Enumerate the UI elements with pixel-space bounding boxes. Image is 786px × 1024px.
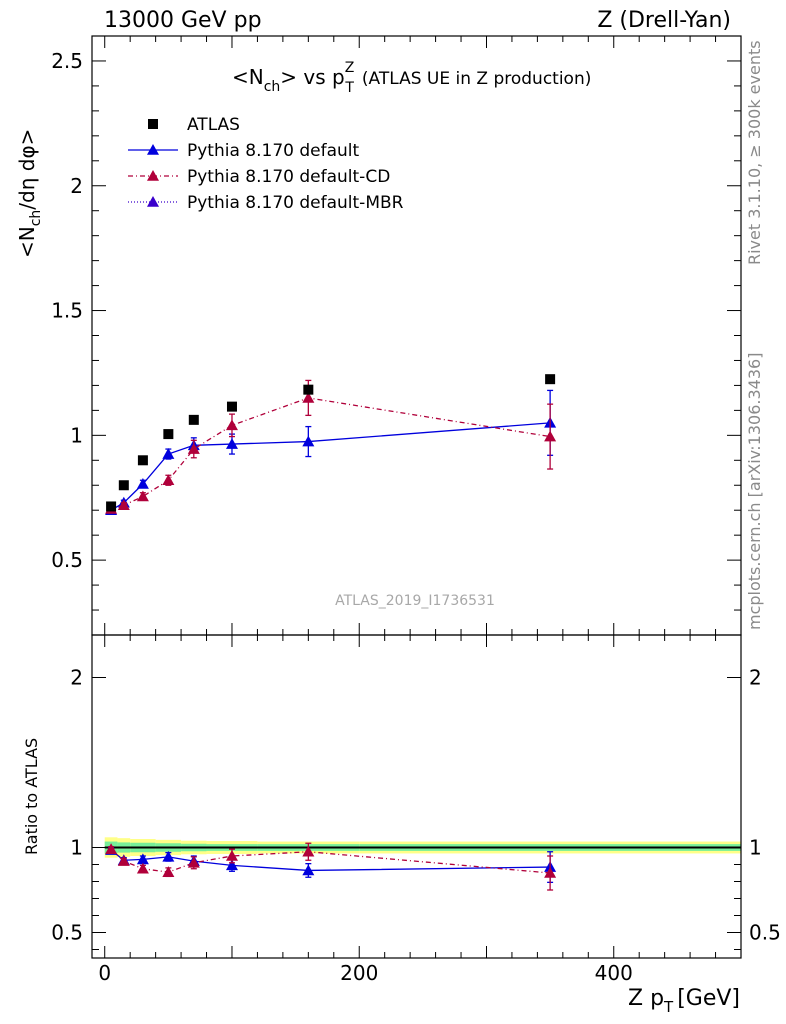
ratio-point-pythia-8-170-default-cd [136,862,149,874]
upper-point-atlas [188,414,199,425]
ratio-point-pythia-8-170-default-cd [187,856,200,868]
x-tick-label: 200 [340,961,378,985]
ratio-y-tick-label: 1 [70,836,83,860]
upper-point-pythia-8-170-default [302,435,315,447]
upper-y-tick-label: 1 [70,423,83,447]
upper-y-tick-label: 2 [70,174,83,198]
rivet-version-label: Rivet 3.1.10, ≥ 300k events [745,40,764,265]
upper-point-pythia-8-170-default-cd [187,443,200,454]
upper-point-atlas [226,401,237,412]
upper-point-pythia-8-170-default-cd [302,391,315,403]
ratio-point-pythia-8-170-default [225,859,238,871]
header-process-label: Z (Drell-Yan) [597,8,731,33]
ratio-y-tick-label: 2 [70,666,83,690]
mcplots-source-label: mcplots.cern.ch [arXiv:1306.3436] [745,353,764,630]
ratio-y-tick-label-right: 1 [749,836,762,860]
ratio-y-tick-label-right: 0.5 [749,921,781,945]
ratio-point-pythia-8-170-default-cd [162,866,175,877]
x-tick-label: 400 [595,961,633,985]
analysis-watermark: ATLAS_2019_I1736531 [335,593,495,609]
upper-panel: 0.5 1 1.5 2 2.5 [51,35,742,636]
legend-marker [147,170,159,181]
upper-point-pythia-8-170-default-cd [136,490,149,502]
upper-point-pythia-8-170-default-cd [162,474,175,486]
legend: ATLAS Pythia 8.170 default Pythia 8.170 de… [128,115,404,213]
upper-line-pythia-8-170-default-cd [110,397,551,510]
upper-y-axis-label: <Nch/dη dφ> [15,129,44,258]
legend-entry-label: Pythia 8.170 default [187,141,360,161]
ratio-point-pythia-8-170-default [136,853,149,865]
upper-point-pythia-8-170-default [162,448,175,459]
ratio-point-pythia-8-170-default-cd [117,855,130,866]
upper-point-atlas [137,455,148,466]
upper-y-tick-label: 2.5 [51,49,83,73]
upper-point-pythia-8-170-default-cd [544,430,557,442]
legend-entry-label: Pythia 8.170 default-CD [187,167,390,187]
upper-point-atlas [303,384,314,395]
x-tick-label: 0 [98,961,111,985]
plot-title: <Nch> vs pZ T (ATLAS UE in Z production) [232,60,591,96]
ratio-point-pythia-8-170-default-cd [105,843,118,854]
ratio-point-pythia-8-170-default-cd [225,850,238,861]
ratio-point-pythia-8-170-default [302,864,315,876]
upper-y-tick-label: 1.5 [51,299,83,323]
legend-marker-atlas [148,119,158,129]
upper-point-pythia-8-170-default [225,438,238,449]
upper-point-atlas [545,374,556,385]
ratio-panel: 0 200 400 0.5 0.5 1 1 2 2 [51,634,781,985]
upper-point-atlas [163,429,174,440]
upper-point-pythia-8-170-default [136,478,149,489]
upper-point-atlas [118,480,129,491]
ratio-y-tick-label: 0.5 [51,921,83,945]
ratio-frame [91,634,742,959]
ratio-y-tick-label-right: 2 [749,666,762,690]
header-collision-label: 13000 GeV pp [104,8,262,33]
legend-entry-label: Pythia 8.170 default-MBR [187,193,404,213]
ratio-point-pythia-8-170-default-cd [302,845,315,857]
legend-marker [147,144,159,155]
ratio-y-axis-label: Ratio to ATLAS [22,738,41,855]
upper-y-tick-label: 0.5 [51,548,83,572]
ratio-point-pythia-8-170-default-cd [544,867,557,878]
legend-entry-label: ATLAS [187,115,240,135]
upper-point-pythia-8-170-default-cd [225,419,238,431]
upper-line-pythia-8-170-default [110,422,551,511]
x-axis-label: Z pT [GeV] [628,986,740,1016]
legend-marker [147,196,159,207]
upper-point-atlas [106,501,117,512]
upper-point-pythia-8-170-default-cd [117,499,130,511]
ratio-point-pythia-8-170-default [162,850,175,862]
